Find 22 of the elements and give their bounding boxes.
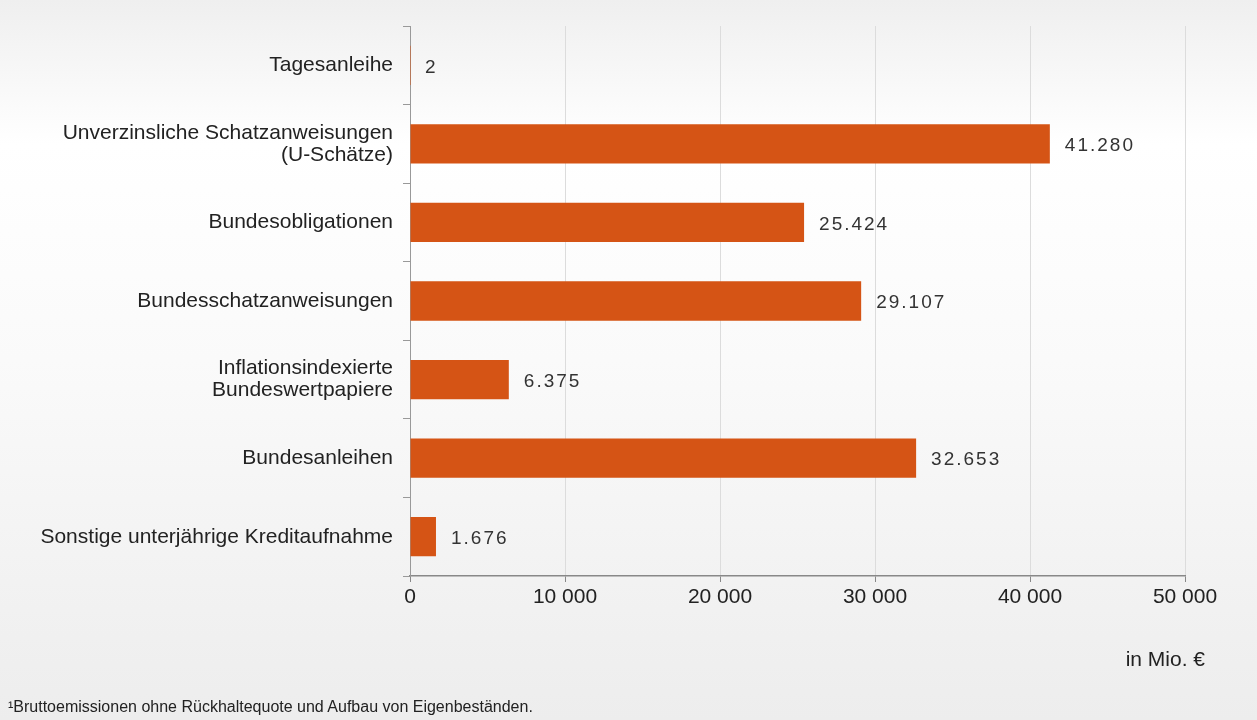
data-label: 2 (425, 55, 438, 77)
y-tick-label: Bundesobligationen (208, 209, 393, 233)
y-tick-label: Bundesanleihen (242, 444, 393, 468)
y-tick-label: Tagesanleihe (269, 52, 393, 76)
data-label: 25.424 (819, 212, 890, 234)
y-tick-label: Unverzinsliche Schatzanweisungen (U-Schätze) (62, 119, 393, 165)
y-tick-label: Sonstige unterjährige Kreditaufnahme (40, 523, 393, 547)
x-tick-label: 20 000 (687, 584, 753, 608)
x-tick-label: 50 000 (1152, 584, 1218, 608)
data-label: 41.280 (1064, 134, 1135, 156)
x-tick-label: 0 (404, 584, 416, 608)
x-tick-label: 40 000 (997, 584, 1063, 608)
y-tick-label: Inflationsindexierte Bundeswertpapiere (212, 355, 393, 401)
data-label: 29.107 (876, 291, 947, 313)
y-tick-label: Bundesschatzanweisungen (137, 287, 393, 311)
text: ¹Bruttoemissionen ohne Rückhaltequote und Aufbau von Eigenbeständen. (8, 697, 533, 717)
x-tick-label: 30 000 (842, 584, 908, 608)
data-label: 32.653 (931, 448, 1002, 470)
x-axis-title: in Mio. € (1125, 646, 1205, 672)
data-label: 6.375 (523, 369, 582, 391)
x-tick-label: 10 000 (532, 584, 598, 608)
data-label: 1.676 (450, 526, 509, 548)
